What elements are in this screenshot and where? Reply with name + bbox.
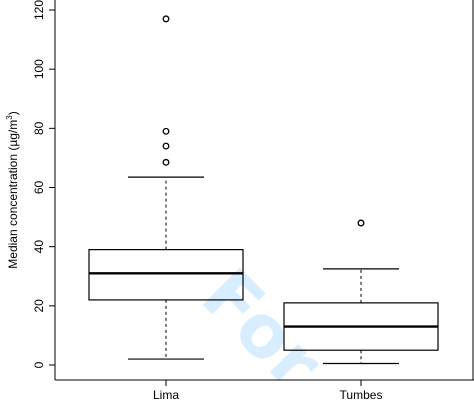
y-axis-label: Median concentration (µg/m3) (5, 111, 20, 268)
y-tick-label: 20 (32, 299, 46, 313)
watermark-text: For (186, 253, 339, 405)
y-ticks: 0 20 40 60 80 100 120 (32, 0, 55, 368)
outlier-point (162, 15, 170, 23)
y-axis-label-group: Median concentration (µg/m3) (5, 111, 20, 268)
outlier-point (357, 219, 365, 227)
y-tick-label: 40 (32, 240, 46, 254)
y-tick-label: 100 (32, 59, 46, 79)
outlier-point (162, 158, 170, 166)
y-axis-label-main: Median concentration (µg/m (6, 120, 20, 269)
box-lima (88, 15, 244, 360)
y-tick-label: 120 (32, 0, 46, 20)
box-tumbes (283, 219, 439, 365)
y-tick-label: 60 (32, 181, 46, 195)
outlier-point (162, 127, 170, 135)
y-tick-label: 0 (32, 361, 46, 368)
y-axis-label-close: ) (6, 111, 20, 115)
x-ticks: Lima Tumbes (153, 380, 382, 402)
boxes (88, 15, 439, 365)
axes (54, 0, 474, 381)
y-axis-label-sup: 3 (5, 115, 14, 120)
iqr-box (88, 249, 244, 301)
watermark: For (186, 253, 339, 405)
x-tick-label: Lima (153, 388, 179, 402)
y-tick-label: 80 (32, 121, 46, 135)
x-tick-label: Tumbes (340, 388, 383, 402)
outlier-point (162, 142, 170, 150)
